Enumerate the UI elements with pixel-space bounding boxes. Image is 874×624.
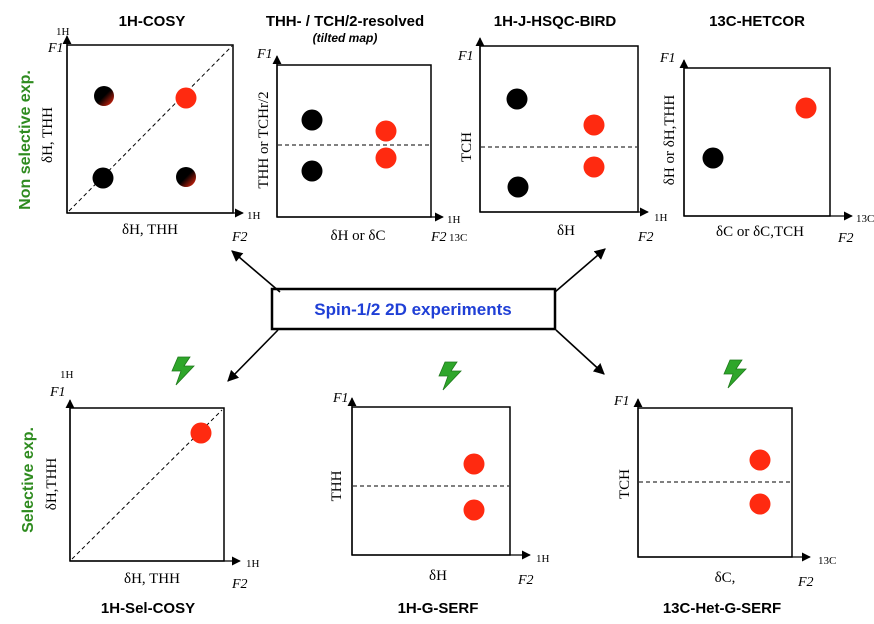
hsqc-panel: 1H-J-HSQC-BIRD F1 1H F2 TCH δH: [457, 13, 668, 245]
cosy-x-nucleus: 1H: [247, 210, 261, 222]
arrow-to-bottom-left: [227, 329, 279, 382]
hetcor-x-label: δC or δC,TCH: [716, 224, 804, 240]
hetcor-peak: [795, 97, 817, 119]
hetcor-peak: [702, 147, 724, 169]
lightning-bolt-icon: [723, 359, 747, 389]
hetcor-f1: F1: [659, 51, 676, 66]
hetgserf-f2: F2: [797, 575, 814, 590]
selcosy-title: 1H-Sel-COSY: [101, 600, 195, 617]
resolved-panel: THH- / TCH/2-resolved (tilted map) F1 1H…: [256, 13, 467, 245]
resolved-title: THH- / TCH/2-resolved: [266, 13, 424, 30]
lightning-bolt-icon: [438, 361, 462, 391]
hetgserf-x-label: δC,: [715, 570, 736, 586]
hsqc-x-label: δH: [557, 223, 575, 239]
cosy-crosspeak: [176, 167, 196, 187]
selcosy-panel: 1H F1 1H F2 δH,THH δH, THH 1H-Sel-COSY: [44, 356, 260, 617]
resolved-x-label: δH or δC: [331, 228, 386, 244]
gserf-f2: F2: [517, 573, 534, 588]
arrow-to-top-right: [554, 248, 606, 293]
selective-label: Selective exp.: [20, 427, 37, 533]
hetgserf-title: 13C-Het-G-SERF: [663, 600, 781, 617]
resolved-peak: [301, 160, 323, 182]
resolved-peak: [375, 147, 397, 169]
center-label: Spin-1/2 2D experiments: [314, 300, 511, 319]
cosy-diagonal-peak: [92, 167, 114, 189]
cosy-f1: F1: [47, 41, 64, 56]
hsqc-title: 1H-J-HSQC-BIRD: [494, 13, 617, 30]
resolved-f1: F1: [256, 47, 273, 62]
hsqc-x-nucleus: 1H: [654, 212, 668, 224]
cosy-x-label: δH, THH: [122, 222, 178, 238]
hetgserf-y-label: TCH: [617, 469, 633, 499]
gserf-title: 1H-G-SERF: [398, 600, 479, 617]
hsqc-f2: F2: [637, 230, 654, 245]
arrow-to-bottom-right: [555, 329, 605, 375]
selcosy-x-label: δH, THH: [124, 571, 180, 587]
hsqc-f1: F1: [457, 49, 474, 64]
hetgserf-x-nucleus: 13C: [818, 555, 836, 567]
gserf-peak: [463, 453, 485, 475]
cosy-y-nucleus: 1H: [56, 26, 70, 38]
cosy-diagonal-peak: [175, 87, 197, 109]
gserf-peak: [463, 499, 485, 521]
non-selective-label: Non selective exp.: [17, 70, 34, 210]
hetgserf-f1: F1: [613, 394, 630, 409]
gserf-plot-frame: [351, 406, 511, 556]
selcosy-peak: [190, 422, 212, 444]
gserf-x-label: δH: [429, 568, 447, 584]
resolved-plot-frame: [276, 64, 432, 218]
selcosy-f1: F1: [49, 385, 66, 400]
hetgserf-peak: [749, 493, 771, 515]
cosy-title: 1H-COSY: [119, 13, 186, 30]
cosy-f2: F2: [231, 230, 248, 245]
resolved-peak: [375, 120, 397, 142]
hetgserf-panel: F1 13C F2 TCH δC, 13C-Het-G-SERF: [613, 359, 836, 617]
gserf-x-nucleus: 1H: [536, 553, 550, 565]
hetcor-title: 13C-HETCOR: [709, 13, 805, 30]
resolved-x-nucleus-2: 13C: [449, 232, 467, 244]
arrow-to-top-left: [231, 250, 281, 293]
hetcor-f2: F2: [837, 231, 854, 246]
resolved-f2: F2: [430, 230, 447, 245]
gserf-panel: F1 1H F2 THH δH 1H-G-SERF: [329, 361, 550, 617]
resolved-subtitle: (tilted map): [313, 31, 378, 45]
hsqc-peak: [583, 156, 605, 178]
hetcor-x-nucleus: 13C: [856, 213, 874, 225]
lightning-bolt-icon: [171, 356, 195, 386]
hetcor-plot-frame: [683, 67, 831, 217]
resolved-y-label: THH or TCHr/2: [256, 91, 272, 188]
cosy-y-label: δH, THH: [40, 107, 56, 163]
hetcor-panel: 13C-HETCOR F1 13C F2 δH or δH,THH δC or …: [659, 13, 874, 246]
gserf-y-label: THH: [329, 470, 345, 501]
gserf-f1: F1: [332, 391, 349, 406]
selcosy-x-nucleus: 1H: [246, 558, 260, 570]
selcosy-y-label: δH,THH: [44, 458, 60, 511]
hsqc-peak: [507, 176, 529, 198]
selcosy-y-nucleus: 1H: [60, 369, 74, 381]
hsqc-plot-frame: [479, 45, 639, 213]
resolved-x-nucleus: 1H: [447, 214, 461, 226]
cosy-crosspeak: [94, 86, 114, 106]
hetgserf-peak: [749, 449, 771, 471]
hsqc-y-label: TCH: [459, 132, 475, 162]
cosy-panel: 1H-COSY 1H F1 1H F2 δH, THH δH, THH: [40, 13, 261, 245]
selcosy-f2: F2: [231, 577, 248, 592]
hsqc-peak: [583, 114, 605, 136]
hsqc-peak: [506, 88, 528, 110]
center-label-box: [270, 287, 557, 331]
resolved-peak: [301, 109, 323, 131]
hetcor-y-label: δH or δH,THH: [662, 95, 678, 186]
center-hub: Spin-1/2 2D experiments: [227, 248, 606, 382]
